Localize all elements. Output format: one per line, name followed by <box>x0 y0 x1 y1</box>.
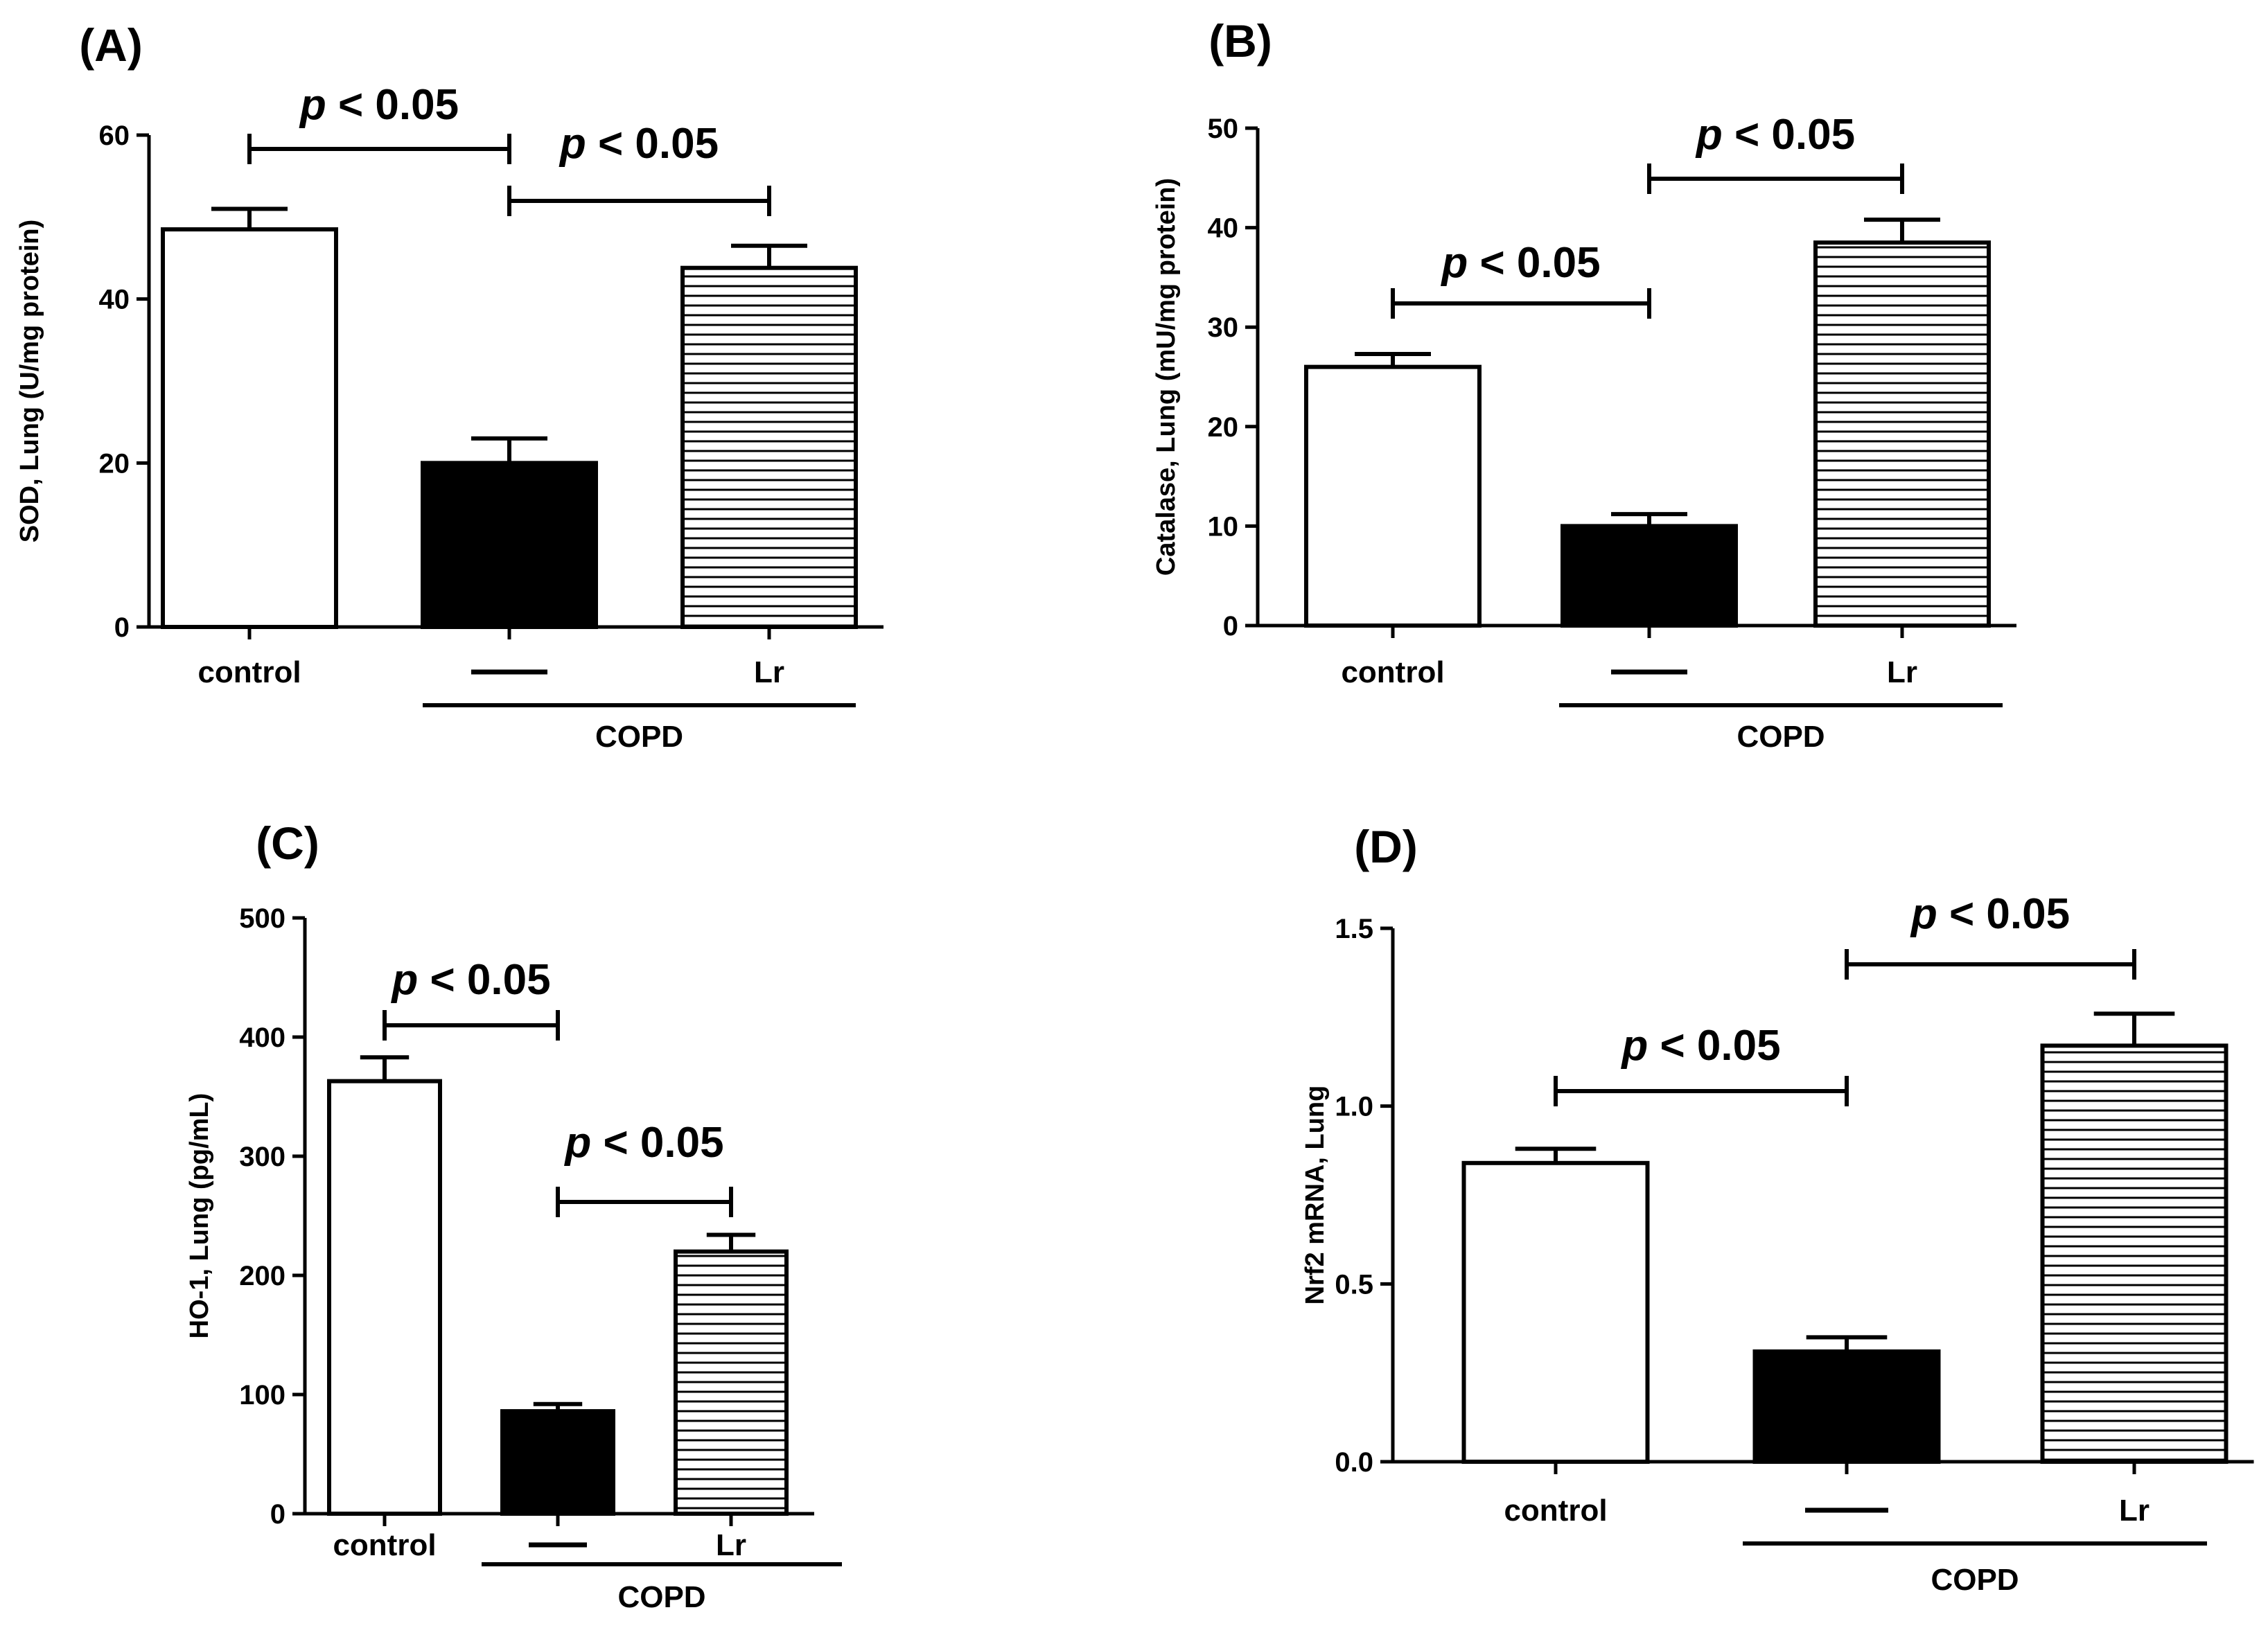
y-tick-label: 400 <box>239 1023 285 1053</box>
category-label: Lr <box>2119 1494 2150 1528</box>
group-label: COPD <box>617 1580 705 1614</box>
bar-copd-lr <box>674 1249 789 1516</box>
panel-label: (D) <box>1354 821 1418 872</box>
category-label: control <box>1504 1494 1607 1528</box>
y-tick-label: 1.5 <box>1335 914 1373 944</box>
panel-c: (C) 0 100 200 300 400 500 HO-1, Lung (pg/mL) con… <box>185 817 842 1614</box>
y-tick-label: 40 <box>1208 213 1239 244</box>
bar-copd <box>1752 1349 1941 1465</box>
significance-label: p < 0.05 <box>1620 1022 1780 1070</box>
panel-b: (B) 0 10 20 30 40 50 Catalase, Lung (mU/mg prot… <box>1152 15 2016 754</box>
y-tick-label: 1.0 <box>1335 1092 1373 1122</box>
y-tick-label: 100 <box>239 1380 285 1410</box>
y-tick-label: 300 <box>239 1142 285 1172</box>
y-axis-title: SOD, Lung (U/mg protein) <box>15 220 44 543</box>
panel-label: (B) <box>1208 15 1272 67</box>
y-tick-label: 0 <box>1223 611 1238 642</box>
significance-label: p < 0.05 <box>1910 890 2070 938</box>
bar-copd-lr <box>1813 240 1991 628</box>
y-tick-label: 0.0 <box>1335 1447 1373 1478</box>
category-label: — <box>1831 1494 1862 1528</box>
group-label: COPD <box>595 720 683 754</box>
y-tick-label: 10 <box>1208 511 1239 542</box>
y-tick-label: 60 <box>99 121 130 151</box>
y-tick-label: 20 <box>1208 412 1239 443</box>
category-label: control <box>197 655 301 689</box>
y-tick-label: 40 <box>99 285 130 315</box>
group-label: COPD <box>1931 1563 2019 1597</box>
panel-d: (D) 0.0 0.5 1.0 1.5 Nrf2 mRNA, Lung control — Lr… <box>1301 821 2254 1597</box>
panel-label: (A) <box>79 19 143 71</box>
y-tick-label: 0.5 <box>1335 1269 1373 1300</box>
category-label: Lr <box>716 1528 746 1562</box>
category-label: — <box>1634 655 1664 689</box>
category-label: Lr <box>1887 655 1917 689</box>
significance-label: p < 0.05 <box>1695 111 1855 159</box>
significance-label: p < 0.05 <box>299 81 459 129</box>
bar-control <box>161 227 338 630</box>
bar-copd <box>1561 524 1738 628</box>
y-tick-label: 20 <box>99 448 130 479</box>
category-label: control <box>333 1528 436 1562</box>
y-axis-title: Catalase, Lung (mU/mg protein) <box>1152 178 1181 576</box>
bar-copd-lr <box>2040 1043 2229 1464</box>
category-label: control <box>1341 655 1444 689</box>
y-tick-label: 0 <box>270 1499 285 1530</box>
significance-label: p < 0.05 <box>559 120 719 168</box>
bar-copd <box>421 461 598 629</box>
significance-label: p < 0.05 <box>1440 239 1600 287</box>
bar-copd <box>500 1409 615 1516</box>
bar-control <box>1304 364 1482 628</box>
y-tick-label: 200 <box>239 1261 285 1291</box>
bar-copd-lr <box>680 265 858 629</box>
category-label: — <box>494 655 525 689</box>
significance-label: p < 0.05 <box>563 1119 723 1167</box>
y-tick-label: 50 <box>1208 114 1239 144</box>
category-label: Lr <box>754 655 784 689</box>
significance-label: p < 0.05 <box>390 956 550 1004</box>
panel-label: (C) <box>256 817 319 869</box>
y-tick-label: 30 <box>1208 312 1239 343</box>
y-tick-label: 500 <box>239 903 285 934</box>
y-axis-title: HO-1, Lung (pg/mL) <box>185 1093 214 1339</box>
category-label: — <box>543 1528 573 1562</box>
group-label: COPD <box>1737 720 1825 754</box>
bar-control <box>1461 1160 1650 1465</box>
y-axis-title: Nrf2 mRNA, Lung <box>1301 1086 1330 1305</box>
y-tick-label: 0 <box>114 612 130 643</box>
panel-a: (A) 0 20 40 60 SOD, Lung (U/mg protein) contro… <box>15 19 884 754</box>
bar-control <box>327 1079 442 1516</box>
